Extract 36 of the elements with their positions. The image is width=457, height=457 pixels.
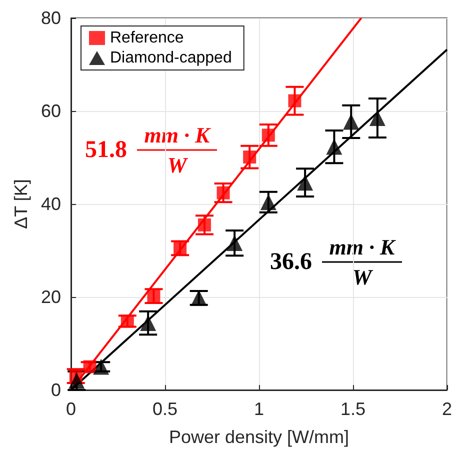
- point: [93, 358, 110, 375]
- x-tick-label: 1.5: [340, 399, 366, 419]
- y-tick-label: 20: [40, 287, 61, 307]
- annotation: W: [352, 264, 374, 290]
- x-tick-label: 0.5: [152, 399, 178, 419]
- annotation: mm · K: [144, 122, 212, 148]
- annotation: 51.8: [85, 137, 127, 163]
- point: [147, 290, 160, 303]
- x-tick-label: 1: [254, 399, 264, 419]
- point: [226, 235, 243, 252]
- y-tick-label: 80: [40, 8, 61, 28]
- y-tick-label: 60: [40, 101, 61, 121]
- y-tick-label: 40: [40, 194, 61, 214]
- point: [326, 138, 342, 155]
- legend-label: Reference: [110, 30, 184, 46]
- point: [216, 186, 230, 200]
- point: [83, 360, 96, 374]
- annotation: 36.6: [270, 249, 312, 275]
- y-tick-label: 0: [50, 380, 61, 400]
- point: [243, 150, 256, 164]
- point: [288, 94, 302, 108]
- point: [198, 218, 211, 232]
- point: [260, 194, 276, 210]
- point: [343, 114, 360, 130]
- x-tick-label: 2: [442, 399, 452, 419]
- x-axis-title: Power density [W/mm]: [168, 427, 350, 447]
- point: [140, 315, 156, 332]
- point: [297, 174, 314, 191]
- annotation: mm · K: [329, 234, 396, 260]
- annotation: W: [167, 152, 188, 178]
- x-tick-label: 0: [66, 399, 76, 419]
- legend-label: Diamond-capped: [110, 50, 232, 66]
- point: [262, 128, 275, 142]
- point: [120, 314, 134, 328]
- point: [174, 242, 187, 255]
- y-axis-title: ΔT [K]: [11, 179, 32, 229]
